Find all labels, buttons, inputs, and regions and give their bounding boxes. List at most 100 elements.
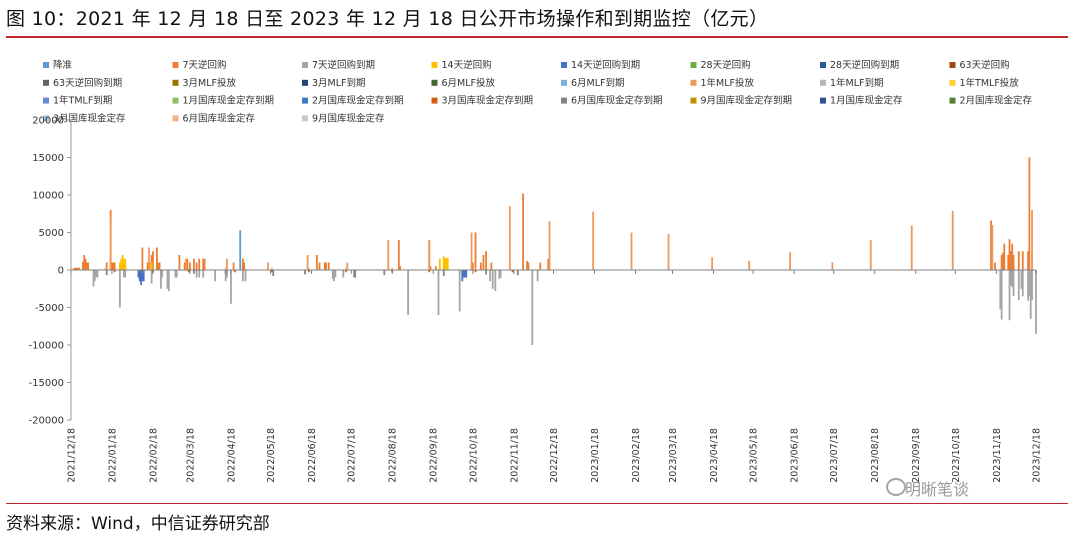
bar: [748, 260, 751, 270]
bar: [1020, 270, 1023, 289]
bar: [93, 270, 96, 282]
legend-label: 2月国库现金定存到期: [312, 95, 404, 107]
legend-label: 28天逆回购到期: [830, 59, 899, 71]
bar: [178, 255, 181, 270]
x-tick-label: 2023/10/18: [951, 428, 962, 483]
bar: [1028, 157, 1031, 270]
bar: [141, 247, 144, 270]
bar: [1000, 255, 1003, 270]
bar: [1028, 270, 1031, 297]
legend-swatch: [820, 62, 826, 68]
x-tick-label: 2022/07/18: [347, 428, 358, 483]
bar: [122, 258, 125, 270]
bar: [471, 262, 474, 270]
x-tick-label: 2022/08/18: [388, 428, 399, 483]
bar: [109, 217, 112, 270]
bar: [333, 270, 335, 282]
bar: [140, 270, 142, 285]
legend-swatch: [302, 115, 308, 122]
legend-label: 63天逆回购: [960, 59, 1010, 71]
bar: [667, 233, 670, 270]
legend-label: 1年MLF投放: [701, 77, 755, 89]
bar: [78, 267, 80, 270]
bar: [1017, 251, 1020, 270]
bar: [539, 262, 542, 270]
bar: [150, 262, 153, 270]
bar: [428, 240, 431, 270]
bar: [193, 258, 195, 270]
bar: [1031, 210, 1033, 270]
bar: [548, 221, 551, 270]
bar: [429, 266, 432, 270]
x-tick-label: 2023/06/18: [790, 428, 801, 483]
bar: [1009, 270, 1012, 285]
legend-label: 1年TMLF投放: [960, 77, 1020, 89]
x-tick-label: 2022/03/18: [185, 428, 196, 483]
bar: [111, 262, 113, 270]
bar: [485, 251, 487, 270]
bar: [470, 232, 473, 270]
bar: [479, 262, 482, 270]
legend-label: 14天逆回购: [442, 59, 492, 71]
legend-swatch: [431, 97, 438, 104]
bar: [92, 270, 95, 287]
bar: [202, 270, 205, 278]
legend: 降准 7天逆回购 7天逆回购到期 14天逆回购 14天逆回购到期 28天逆回购 28天逆回购…: [43, 59, 1033, 124]
bar: [407, 270, 409, 315]
bar: [399, 266, 402, 270]
y-tick-label: -10000: [29, 341, 64, 352]
legend-swatch: [302, 97, 308, 104]
x-tick-label: 2022/04/18: [226, 428, 237, 483]
bar: [174, 270, 177, 278]
bar: [230, 270, 232, 304]
legend-swatch: [561, 97, 567, 104]
bar: [224, 270, 227, 274]
bars: [72, 157, 1037, 345]
bar: [434, 266, 437, 270]
x-tick-label: 2023/04/18: [709, 428, 720, 483]
x-tick-label: 2022/09/18: [429, 428, 440, 483]
bar: [991, 225, 994, 270]
bar: [951, 210, 954, 270]
bar: [244, 270, 247, 282]
bar: [490, 262, 493, 270]
x-tick-label: 2022/01/18: [107, 428, 118, 483]
bar: [428, 270, 431, 273]
bar: [531, 270, 534, 345]
bar: [990, 220, 992, 270]
bar: [438, 258, 441, 270]
bar: [994, 262, 996, 270]
legend-swatch: [43, 62, 49, 68]
bar: [187, 270, 190, 273]
legend-label: 降准: [53, 59, 73, 71]
bar: [464, 270, 466, 278]
bar: [474, 232, 477, 270]
bar: [536, 270, 539, 282]
legend-swatch: [172, 62, 179, 68]
bar: [87, 262, 90, 270]
bar: [999, 270, 1002, 309]
bar: [224, 267, 227, 270]
bar: [526, 261, 528, 270]
y-axis: 20000 15000 10000 5000 0 -5000 -10000 -15000 -20…: [29, 116, 72, 427]
bar: [243, 262, 246, 270]
bar: [462, 270, 465, 278]
legend-swatch: [43, 79, 49, 86]
bar: [224, 270, 227, 282]
bar: [137, 270, 140, 278]
bar: [120, 258, 123, 270]
x-axis: 2021/12/18 2022/01/18 2022/02/18 2022/03/18…: [67, 269, 1043, 483]
bar: [241, 258, 244, 270]
bar: [391, 267, 394, 270]
legend-label: 6月MLF到期: [571, 77, 625, 89]
bar: [195, 262, 198, 270]
bar: [95, 270, 98, 278]
bar: [96, 270, 99, 278]
x-tick-label: 2023/01/18: [590, 428, 601, 483]
bar: [869, 239, 872, 270]
bar: [508, 206, 511, 270]
legend-swatch: [431, 79, 438, 86]
bar: [85, 262, 88, 270]
bar: [345, 267, 347, 270]
x-tick-label: 2022/05/18: [266, 428, 277, 483]
